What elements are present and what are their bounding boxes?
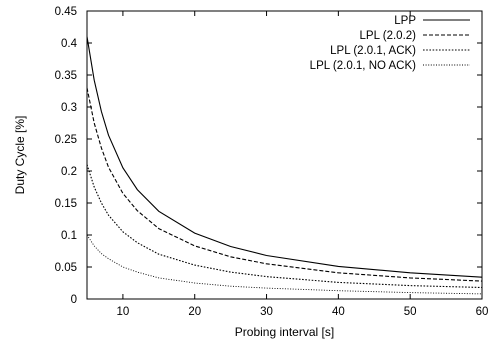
x-tick-label: 50 — [404, 306, 417, 318]
y-tick-label: 0 — [71, 294, 77, 306]
legend-label: LPL (2.0.2) — [360, 30, 417, 42]
y-tick-label: 0.1 — [61, 230, 77, 242]
legend-label: LPP — [394, 15, 416, 27]
x-tick-label: 30 — [260, 306, 273, 318]
y-tick-label: 0.05 — [55, 262, 77, 274]
y-tick-label: 0.25 — [55, 134, 77, 146]
y-tick-label: 0.4 — [61, 38, 78, 50]
x-tick-label: 10 — [117, 306, 130, 318]
y-tick-label: 0.2 — [61, 166, 77, 178]
y-axis-label: Duty Cycle [%] — [13, 116, 27, 195]
x-axis-ticks: 10 20 30 40 50 60 — [117, 11, 489, 318]
y-tick-label: 0.3 — [61, 102, 77, 114]
y-axis-ticks: 0 0.05 0.1 0.15 0.2 0.25 0.3 0.35 0.4 0.45 — [55, 6, 482, 306]
y-tick-label: 0.45 — [55, 6, 77, 18]
legend-label: LPL (2.0.1, ACK) — [330, 45, 416, 57]
x-tick-label: 60 — [476, 306, 489, 318]
legend: LPP LPL (2.0.2) LPL (2.0.1, ACK) LPL (2.0.1… — [310, 15, 470, 72]
x-tick-label: 40 — [332, 306, 345, 318]
series-line-2 — [86, 87, 483, 282]
series-line-1 — [86, 36, 483, 278]
y-tick-label: 0.15 — [55, 198, 77, 210]
plot-frame — [86, 10, 483, 300]
y-tick-label: 0.35 — [55, 70, 77, 82]
series-line-4 — [86, 234, 483, 295]
series-line-3 — [86, 164, 483, 289]
series-lines — [86, 36, 483, 295]
x-axis-label: Probing interval [s] — [235, 325, 334, 339]
x-tick-label: 20 — [188, 306, 201, 318]
legend-label: LPL (2.0.1, NO ACK) — [310, 60, 416, 72]
